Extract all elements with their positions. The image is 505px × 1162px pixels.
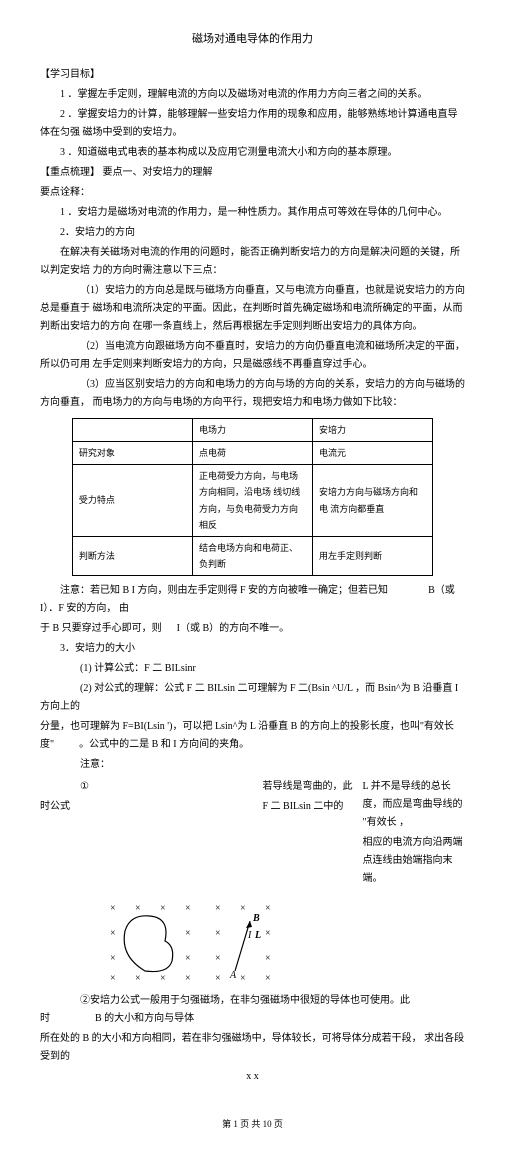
k3-text: ．安培力的大小 [65, 643, 135, 654]
note2a: 若导线是弯曲的，此 [263, 778, 353, 796]
svg-text:×: × [160, 903, 166, 914]
circle2b: B 的大小和方向与导体 [95, 1013, 194, 1024]
svg-text:×: × [265, 928, 271, 939]
svg-text:×: × [265, 903, 271, 914]
k3-2: (2) 对公式的理解：公式 F 二 BILsin 二可理解为 F 二(Bsin … [40, 680, 465, 716]
notice: 注意： [40, 756, 465, 774]
k2-para: 在解决有关磁场对电流的作用的问题时，能否正确判断安培力的方向是解决问题的关键，所… [40, 244, 465, 280]
note2r2: 相应的电流方向沿两端点连线由始端指向末端。 [363, 834, 466, 888]
page-footer: 第 1 页 共 10 页 [40, 1116, 465, 1132]
svg-text:×: × [240, 903, 246, 914]
note2c: F 二 BILsin 二中的 [263, 798, 353, 816]
goals-heading: 【学习目标】 [40, 66, 465, 84]
svg-text:A: A [229, 970, 237, 981]
circle1: ① [40, 778, 253, 796]
svg-text:×: × [185, 973, 191, 984]
k2-3: （3）应当区别安培力的方向和电场力的方向与场的方向的关系，安培力的方向与磁场的方… [40, 376, 465, 412]
svg-text:B: B [252, 913, 260, 924]
page-title: 磁场对通电导体的作用力 [40, 30, 465, 50]
comparison-table: 电场力安培力 研究对象点电荷电流元 受力特点正电荷受力方向，与电场方向相同，沿电… [72, 418, 433, 577]
svg-text:×: × [185, 953, 191, 964]
circle2-para: 所在处的 B 的大小和方向相同，若在非匀强磁场中，导体较长，可将导体分成若干段，… [40, 1030, 465, 1066]
field-diagram: × × × × × × × × × × × × × × × × × × × × × × B I L A [40, 896, 465, 986]
svg-text:L: L [254, 930, 261, 941]
k3-para2: 。公式中的二是 B 和 I 方向间的夹角。 [79, 739, 249, 750]
svg-text:×: × [110, 973, 116, 984]
svg-text:×: × [110, 953, 116, 964]
k2-text: ．安培力的方向 [65, 227, 135, 238]
xx: x x [40, 1068, 465, 1086]
svg-text:×: × [160, 973, 166, 984]
keypoint-heading: 【重点梳理】 要点一、对安培力的理解 [40, 164, 465, 182]
svg-text:×: × [215, 953, 221, 964]
svg-text:×: × [110, 903, 116, 914]
note1c: 于 B 只要穿过手心即可，则 [40, 623, 162, 634]
svg-text:×: × [135, 973, 141, 984]
goal-3: 3 ．知道磁电式电表的基本构成以及应用它测量电流大小和方向的基本原理。 [40, 144, 465, 162]
svg-text:×: × [185, 903, 191, 914]
svg-text:×: × [135, 903, 141, 914]
k3-1: (1) 计算公式：F 二 BILsinr [40, 660, 465, 678]
svg-text:×: × [185, 928, 191, 939]
note2r1: L 并不是导线的总长度，而应是弯曲导线的 "有效长 ， [363, 778, 466, 832]
k2-2: （2）当电流方向跟磁场方向不垂直时，安培力的方向仍垂直电流和磁场所决定的平面，所… [40, 338, 465, 374]
svg-text:×: × [215, 928, 221, 939]
svg-text:×: × [110, 928, 116, 939]
svg-text:×: × [265, 953, 271, 964]
keypoint-sub: 要点诠释： [40, 184, 465, 202]
k1: 1 ．安培力是磁场对电流的作用力，是一种性质力。其作用点可等效在导体的几何中心。 [40, 204, 465, 222]
note1a: 注意：若已知 B I 方向，则由左手定则得 F 安的方向被唯一确定；但若已知 [60, 585, 388, 596]
goal-1: 1 ．掌握左手定则，理解电流的方向以及磁场对电流的作用力方向三者之间的关系。 [40, 86, 465, 104]
svg-text:×: × [265, 973, 271, 984]
svg-text:×: × [215, 973, 221, 984]
note1d: I（或 B）的方向不唯一。 [177, 623, 290, 634]
svg-text:×: × [215, 903, 221, 914]
svg-text:×: × [240, 973, 246, 984]
note2b: 时公式 [40, 798, 253, 816]
k2-1: （1）安培力的方向总是既与磁场方向垂直，又与电流方向垂直，也就是说安培力的方向总… [40, 282, 465, 336]
goal-2: 2 ．掌握安培力的计算，能够理解一些安培力作用的现象和应用，能够熟练地计算通电直… [40, 106, 465, 142]
svg-text:I: I [247, 930, 252, 941]
